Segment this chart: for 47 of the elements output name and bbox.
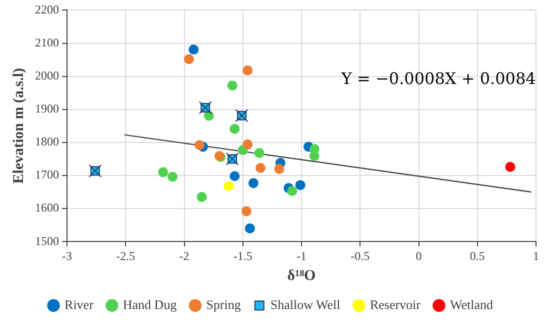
- point: [248, 178, 258, 188]
- point: [241, 206, 252, 216]
- x-tick-label: 0: [416, 248, 422, 263]
- x-tick-label: -1: [296, 248, 306, 263]
- y-tick-label: 2000: [35, 68, 59, 82]
- x-tick-label: -1.5: [233, 248, 252, 263]
- x-tick-label: 1: [533, 248, 539, 263]
- point: [244, 223, 255, 234]
- y-tick-label: 2200: [35, 2, 59, 16]
- x-tick-label: -2.5: [116, 248, 136, 263]
- point: [274, 164, 284, 174]
- point: [196, 192, 207, 202]
- legend-label: Spring: [206, 296, 242, 312]
- point: [230, 124, 240, 134]
- x-tick-label: -3: [62, 248, 72, 263]
- x-tick-label: -2: [179, 248, 190, 263]
- x-axis-title: δ¹⁸O: [287, 268, 316, 284]
- point: [224, 181, 234, 192]
- annotation: Y = −0.0008X + 0.0084: [340, 68, 536, 88]
- point: [168, 172, 178, 182]
- point: [230, 171, 240, 182]
- point: [287, 186, 298, 196]
- y-tick-label: 1600: [35, 200, 59, 215]
- point: [254, 148, 264, 158]
- y-tick-label: 1500: [35, 234, 59, 248]
- point: [184, 54, 194, 64]
- legend-label: River: [64, 296, 94, 312]
- x-tick-label: -0.5: [350, 248, 370, 263]
- point: [505, 162, 516, 172]
- legend-label: Hand Dug: [122, 296, 178, 312]
- point: [255, 162, 266, 173]
- y-tick-label: 1700: [35, 168, 59, 182]
- point: [242, 139, 253, 150]
- legend-label: Shallow Well: [270, 296, 341, 312]
- y-tick-label: 2100: [35, 35, 59, 50]
- point: [158, 167, 168, 178]
- y-tick-label: 1900: [35, 102, 59, 116]
- point: [194, 140, 204, 150]
- point: [188, 44, 199, 55]
- legend-label: Reservoir: [370, 296, 422, 312]
- x-tick-label: 0.5: [470, 248, 485, 263]
- legend-label: Wetland: [450, 296, 494, 312]
- point: [227, 80, 238, 91]
- point: [295, 180, 306, 190]
- point: [242, 65, 253, 76]
- y-tick-label: 1800: [35, 134, 59, 149]
- y-axis-title: Elevation m (a.s.l): [10, 68, 27, 184]
